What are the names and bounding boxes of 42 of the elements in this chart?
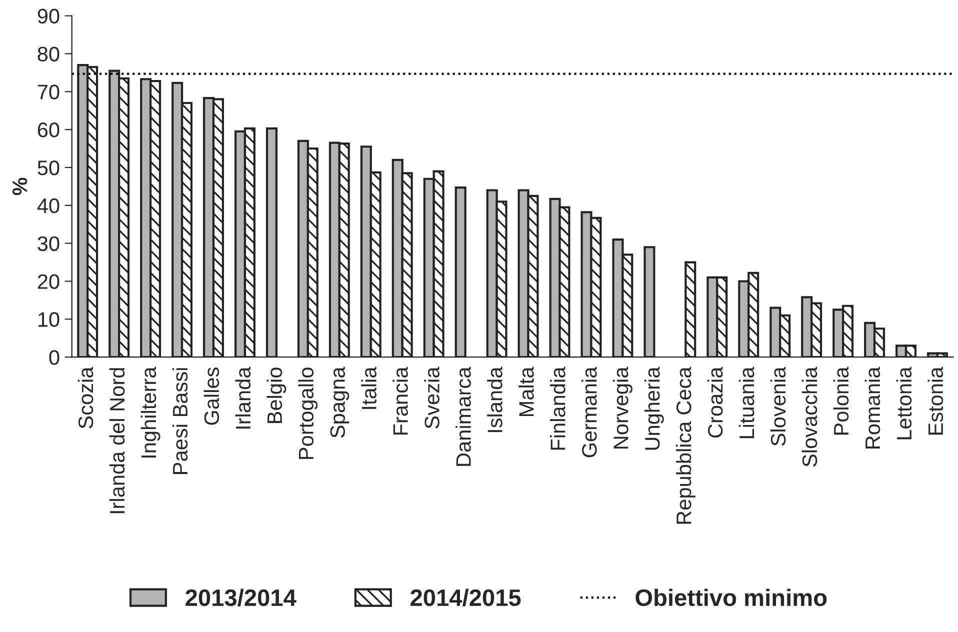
x-tick-label: Finlandia	[550, 366, 566, 450]
x-tick-label: Galles	[204, 368, 220, 425]
y-tick-label: 90	[38, 8, 60, 24]
x-tick-label: Germania	[582, 366, 597, 458]
x-tick-label: Repubblica Ceca	[676, 366, 696, 524]
x-tick-label: Spagna	[330, 366, 350, 438]
x-tick-label: Irlanda	[235, 366, 251, 429]
x-tick-label: Slovacchia	[802, 366, 818, 467]
x-tick-label: Inghilterra	[140, 366, 160, 458]
x-tick-label: Malta	[518, 366, 534, 416]
x-tick-label: Ungheria	[644, 366, 664, 450]
x-tick-label: Italia	[361, 366, 376, 409]
x-tick-label: Paesi Bassi	[172, 368, 188, 474]
y-tick-label: 10	[38, 312, 60, 327]
x-tick-label: Romania	[864, 366, 880, 448]
x-tick-label: Belgio	[266, 368, 286, 424]
x-tick-label: Polonia	[833, 366, 849, 435]
x-tick-label: Norvegia	[612, 366, 632, 448]
legend-label: 2014/2015	[410, 588, 521, 606]
x-tick-label: Estonia	[928, 366, 944, 435]
x-tick-label: Svezia	[424, 366, 440, 428]
y-tick-label: 70	[38, 84, 60, 100]
x-tick-label: Danimarca	[456, 366, 471, 466]
y-tick-label: 50	[38, 160, 60, 176]
legend-label: 2013/2014	[186, 588, 296, 606]
y-tick-label: 0	[49, 350, 60, 365]
legend-label: Obiettivo minimo	[636, 588, 827, 606]
x-tick-label: Slovenia	[770, 366, 786, 446]
y-tick-label: 20	[38, 274, 60, 289]
y-tick-label: 30	[38, 236, 60, 252]
x-tick-label: Lituania	[738, 366, 754, 438]
x-tick-label: Croazia	[707, 366, 723, 438]
x-tick-label: Irlanda del Nord	[109, 368, 125, 514]
y-tick-label: 80	[38, 46, 60, 62]
y-tick-label: 40	[37, 198, 60, 214]
x-tick-label: Francia	[392, 366, 408, 435]
x-tick-label: Portogallo	[298, 368, 318, 459]
y-axis-title: %	[12, 178, 28, 196]
x-tick-label: Islanda	[487, 366, 502, 432]
x-tick-label: Scozia	[78, 366, 94, 428]
x-tick-label: Lettonia	[896, 366, 912, 440]
y-tick-label: 60	[38, 122, 60, 138]
